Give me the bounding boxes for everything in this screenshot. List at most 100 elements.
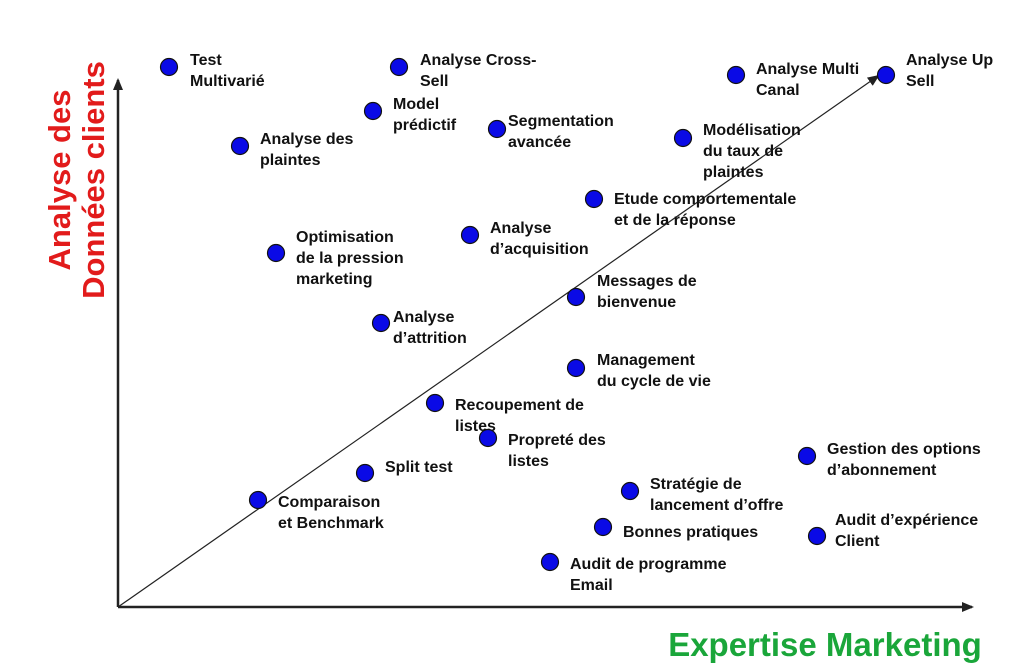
- node-label-line: Bonnes pratiques: [623, 524, 758, 541]
- node-label-line: et Benchmark: [278, 515, 384, 532]
- node-label-line: Client: [835, 533, 880, 550]
- node: Gestion des options d’abonnement: [797, 441, 981, 479]
- node-dot: [797, 446, 817, 466]
- node: Analyse Multi Canal: [726, 61, 859, 99]
- node: Segmentation avancée: [487, 113, 614, 151]
- node-dot: [876, 65, 896, 85]
- node-label-line: Test: [190, 52, 222, 69]
- node-label: Optimisation de la pression marketing: [296, 229, 404, 288]
- node-label-line: Recoupement de: [455, 397, 584, 414]
- node: Optimisation de la pression marketing: [266, 229, 404, 288]
- node: Modélisation du taux de plaintes: [673, 122, 801, 181]
- node-dot: [460, 225, 480, 245]
- node-dot: [248, 490, 268, 510]
- node-label: Propreté des listes: [508, 432, 606, 470]
- node-label-line: Sell: [906, 73, 934, 90]
- node-label: Recoupement de listes: [455, 397, 584, 435]
- x-axis-title: Expertise Marketing: [668, 626, 982, 663]
- node-dot: [355, 463, 375, 483]
- node-label: Model prédictif: [393, 96, 457, 134]
- node-label-line: Sell: [420, 73, 448, 90]
- node-dot: [566, 358, 586, 378]
- node-label: Analyse des plaintes: [260, 131, 353, 169]
- node-label: Modélisation du taux de plaintes: [703, 122, 801, 181]
- node: Comparaison et Benchmark: [248, 490, 384, 532]
- node: Bonnes pratiques: [593, 517, 758, 541]
- node-label-line: Stratégie de: [650, 476, 742, 493]
- node-label-line: d’attrition: [393, 330, 467, 347]
- node-label-line: plaintes: [260, 152, 321, 169]
- node-dot: [230, 136, 250, 156]
- node-dot: [807, 526, 827, 546]
- node-label-line: de la pression: [296, 250, 404, 267]
- node-label-line: Management: [597, 352, 695, 369]
- node-label-line: du taux de: [703, 143, 783, 160]
- node: Propreté des listes: [478, 428, 606, 470]
- node: Audit d’expérience Client: [807, 512, 978, 550]
- node-label-line: d’acquisition: [490, 241, 589, 258]
- node-label-line: du cycle de vie: [597, 373, 711, 390]
- node-label-line: Segmentation: [508, 113, 614, 130]
- node-label-line: Analyse Cross-: [420, 52, 537, 69]
- node-label-line: plaintes: [703, 164, 764, 181]
- node-dot: [478, 428, 498, 448]
- node-label-line: Analyse: [490, 220, 551, 237]
- node-dot: [673, 128, 693, 148]
- node-label: Analyse Up Sell: [906, 52, 993, 90]
- node-dot: [389, 57, 409, 77]
- node: Model prédictif: [363, 96, 457, 134]
- node-label: Comparaison et Benchmark: [278, 494, 384, 532]
- node: Etude comportementale et de la réponse: [584, 189, 796, 229]
- node-label-line: lancement d’offre: [650, 497, 783, 514]
- node-label: Messages de bienvenue: [597, 273, 697, 311]
- node-label-line: Comparaison: [278, 494, 380, 511]
- node-label-line: Optimisation: [296, 229, 394, 246]
- node: Messages de bienvenue: [566, 273, 697, 311]
- node-dot: [266, 243, 286, 263]
- node-label-line: Etude comportementale: [614, 191, 796, 208]
- node: Analyse Cross- Sell: [389, 52, 537, 90]
- node-label-line: Analyse Multi: [756, 61, 859, 78]
- node-label: Management du cycle de vie: [597, 352, 711, 390]
- node: Analyse d’acquisition: [460, 220, 589, 258]
- node-dot: [159, 57, 179, 77]
- y-axis-title: Analyse des: [42, 90, 77, 271]
- node-label-line: bienvenue: [597, 294, 676, 311]
- node-label: Analyse d’attrition: [393, 309, 467, 347]
- y-axis-title: Données clients: [76, 61, 111, 299]
- node-label-line: Propreté des: [508, 432, 606, 449]
- node-label: Etude comportementale et de la réponse: [614, 191, 796, 229]
- node-label-line: prédictif: [393, 117, 457, 134]
- node-dot: [726, 65, 746, 85]
- node-label-line: Audit de programme: [570, 556, 727, 573]
- node: Recoupement de listes: [425, 393, 584, 435]
- node-label-line: avancée: [508, 134, 571, 151]
- node-label: Test Multivarié: [190, 52, 265, 90]
- node-dot: [487, 119, 507, 139]
- node-label-line: d’abonnement: [827, 462, 937, 479]
- node: Analyse Up Sell: [876, 52, 993, 90]
- node: Management du cycle de vie: [566, 352, 711, 390]
- node-label-line: Multivarié: [190, 73, 265, 90]
- nodes: Test Multivarié Analyse Cross- Sell Model pré…: [159, 52, 993, 594]
- node-dot: [371, 313, 391, 333]
- node-dot: [363, 101, 383, 121]
- node-label: Analyse Cross- Sell: [420, 52, 537, 90]
- node-dot: [620, 481, 640, 501]
- node-dot: [584, 189, 604, 209]
- node: Audit de programme Email: [540, 552, 727, 594]
- node: Analyse des plaintes: [230, 131, 353, 169]
- diagonal: [117, 74, 880, 608]
- node-label-line: Split test: [385, 459, 453, 476]
- node-label-line: marketing: [296, 271, 372, 288]
- node-label: Audit de programme Email: [570, 556, 727, 594]
- node-label-line: Audit d’expérience: [835, 512, 978, 529]
- node-label-line: Analyse des: [260, 131, 353, 148]
- node-label-line: Gestion des options: [827, 441, 981, 458]
- node-label-line: Analyse: [393, 309, 454, 326]
- node-label: Stratégie de lancement d’offre: [650, 476, 783, 514]
- node-label-line: Analyse Up: [906, 52, 993, 69]
- node-dot: [566, 287, 586, 307]
